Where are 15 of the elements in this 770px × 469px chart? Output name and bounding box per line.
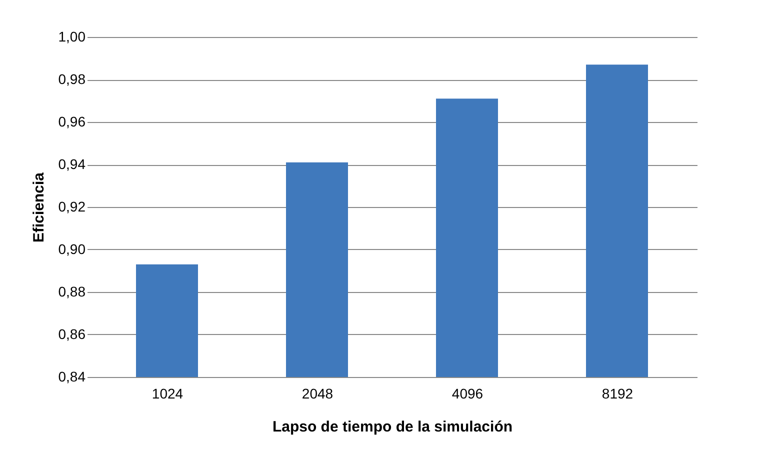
y-tick-label: 0,90 <box>58 241 86 257</box>
y-tick-label: 0,88 <box>58 284 86 300</box>
x-tick-label: 8192 <box>602 386 634 402</box>
y-tick-label: 0,86 <box>58 326 86 342</box>
y-tick-label: 0,84 <box>58 368 86 384</box>
x-tick-label: 4096 <box>452 386 484 402</box>
y-tick-label: 0,98 <box>58 71 86 87</box>
y-axis-title: Eficiencia <box>30 172 48 243</box>
y-tick-label: 0,94 <box>58 156 86 172</box>
y-tick-label: 0,92 <box>58 198 86 214</box>
x-tick-label: 1024 <box>152 386 184 402</box>
x-tick-label: 2048 <box>302 386 334 402</box>
x-axis-title: Lapso de tiempo de la simulación <box>272 418 513 436</box>
y-tick-label: 1,00 <box>58 28 86 44</box>
y-tick-label: 0,96 <box>58 114 86 130</box>
